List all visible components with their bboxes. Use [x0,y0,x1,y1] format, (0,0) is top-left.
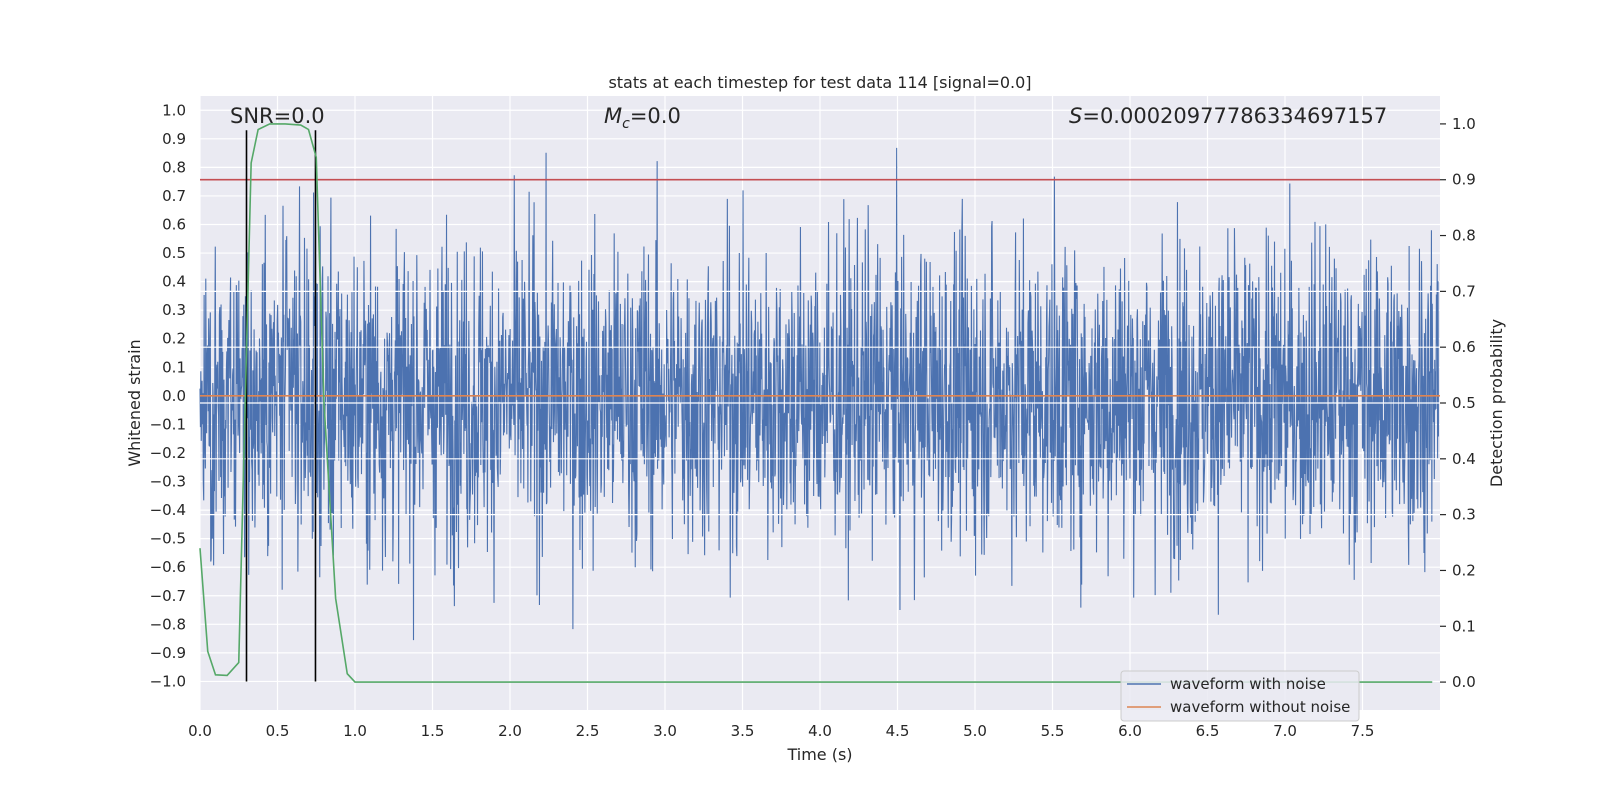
snr-annotation: SNR=0.0 [230,104,325,128]
x-tick-label-12: 6.0 [1118,722,1142,740]
legend-label-clean: waveform without noise [1170,698,1350,716]
x-tick-label-10: 5.0 [963,722,987,740]
y-right-tick-label-10: 0.0 [1452,673,1476,691]
y-tick-label-17: −0.7 [150,587,186,605]
y-right-tick-label-5: 0.5 [1452,394,1476,412]
y-tick-label-9: 0.1 [162,358,186,376]
y-tick-label-2: 0.8 [162,158,186,176]
y-tick-label-7: 0.3 [162,301,186,319]
y-tick-label-1: 0.9 [162,130,186,148]
y-axis-right: 1.0 0.9 0.8 0.7 0.6 0.5 0.4 0.3 0.2 0.1 0.0 [1440,115,1476,691]
y-right-tick-label-4: 0.6 [1452,338,1476,356]
x-tick-label-0: 0.0 [188,722,212,740]
y-tick-label-18: −0.8 [150,615,186,633]
x-tick-label-1: 0.5 [266,722,290,740]
y-tick-label-3: 0.7 [162,187,186,205]
x-tick-label-3: 1.5 [421,722,445,740]
y-tick-label-8: 0.2 [162,330,186,348]
legend: waveform with noise waveform without noi… [1120,670,1360,722]
y-tick-label-10: 0.0 [162,387,186,405]
vertical-markers [245,130,317,682]
legend-box [1120,670,1360,722]
y-tick-label-0: 1.0 [162,101,186,119]
y-right-tick-label-9: 0.1 [1452,617,1476,635]
x-axis-label: Time (s) [786,745,852,764]
y-right-tick-label-6: 0.4 [1452,450,1476,468]
x-tick-label-14: 7.0 [1273,722,1297,740]
x-tick-label-9: 4.5 [886,722,910,740]
y-right-tick-label-2: 0.8 [1452,227,1476,245]
mc-symbol: M [604,104,622,128]
y-tick-label-15: −0.5 [150,530,186,548]
y-tick-label-19: −0.9 [150,644,186,662]
mc-subscript: c [622,116,630,132]
noise-trace [199,147,1439,641]
y-axis-left: 1.0 0.9 0.8 0.7 0.6 0.5 0.4 0.3 0.2 0.1 0.0 −0.1 −0.… [150,101,186,690]
series-waveform-without-noise [200,290,1440,516]
x-axis: 0.0 0.5 1.0 1.5 2.0 2.5 3.0 3.5 4.0 4.5 5.0 5.5 6.0 6… [188,722,1374,740]
y-right-tick-label-7: 0.3 [1452,506,1476,524]
y-tick-label-11: −0.1 [150,415,186,433]
x-tick-label-11: 5.5 [1041,722,1065,740]
y-tick-label-6: 0.4 [162,273,186,291]
s-symbol: S [1069,104,1082,128]
mc-value: =0.0 [630,104,681,128]
y-tick-label-5: 0.5 [162,244,186,262]
chart-title: stats at each timestep for test data 114… [608,73,1031,92]
s-annotation: S=0.00020977786334697157 [1069,104,1387,128]
y-right-tick-label-8: 0.2 [1452,561,1476,579]
x-tick-label-4: 2.0 [498,722,522,740]
series-detection-probability [199,123,1433,683]
legend-label-noise: waveform with noise [1170,675,1326,693]
x-tick-label-13: 6.5 [1196,722,1220,740]
y-axis-label: Whitened strain [125,339,144,466]
mc-annotation: Mc=0.0 [604,104,681,132]
x-tick-label-8: 4.0 [808,722,832,740]
series-waveform-with-noise [199,147,1439,641]
y-right-axis-label: Detection probability [1487,319,1506,487]
y-right-tick-label-0: 1.0 [1452,115,1476,133]
y-tick-label-20: −1.0 [150,672,186,690]
y-right-tick-label-1: 0.9 [1452,171,1476,189]
s-value: =0.00020977786334697157 [1082,104,1387,128]
y-tick-label-14: −0.4 [150,501,186,519]
y-tick-label-12: −0.2 [150,444,186,462]
y-tick-label-13: −0.3 [150,473,186,491]
x-tick-label-2: 1.0 [343,722,367,740]
x-tick-label-5: 2.5 [576,722,600,740]
x-tick-label-7: 3.5 [731,722,755,740]
probability-curve [199,123,1433,683]
x-tick-label-6: 3.0 [653,722,677,740]
y-right-tick-label-3: 0.7 [1452,282,1476,300]
y-tick-label-4: 0.6 [162,216,186,234]
x-tick-label-15: 7.5 [1351,722,1375,740]
y-tick-label-16: −0.6 [150,558,186,576]
